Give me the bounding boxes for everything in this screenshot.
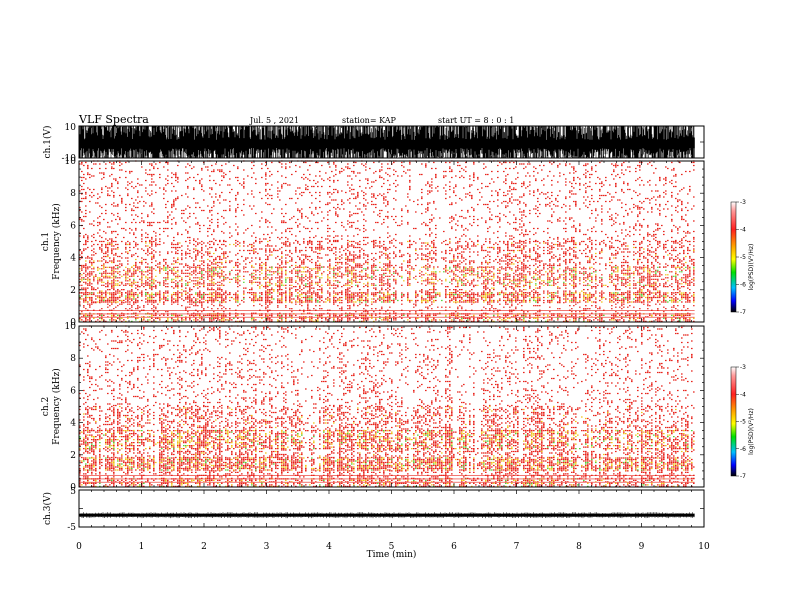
ch3-waveform-ylabel: ch.3(V): [42, 492, 53, 525]
x-tick-label: 8: [576, 542, 582, 552]
colorbar-tick-label: -6: [740, 282, 746, 289]
colorbar-label: log(PSD)(V²/Hz): [748, 244, 755, 291]
x-axis-label: Time (min): [367, 549, 417, 560]
ch1-spectrogram-ytick-label: 6: [70, 221, 76, 231]
x-tick-label: 7: [514, 542, 520, 552]
x-tick-label: 2: [201, 542, 207, 552]
start-ut-label: start UT = 8 : 0 : 1: [438, 116, 514, 125]
ch2-spectrogram-ytick-label: 0: [70, 483, 76, 493]
ch1-waveform-ytick: 10: [65, 123, 77, 133]
psd-yellow-cells: [79, 405, 695, 487]
colorbar-label: log(PSD)(V²/Hz): [748, 408, 755, 455]
ch1-spectrogram-ytick-label: 8: [70, 189, 76, 199]
ch2-spectrogram-ytick-label: 4: [70, 419, 76, 429]
psd-colorbar: [730, 366, 737, 477]
psd-yellow-cells: [79, 240, 695, 322]
ch1-waveform-trace: [78, 126, 695, 158]
psd-red-cells: [79, 160, 695, 322]
ch1-spectrogram-ytick-label: 4: [70, 254, 76, 264]
ch2-spectrogram-ytick-label: 8: [70, 354, 76, 364]
ch3-waveform-ytick: 5: [70, 487, 76, 497]
colorbar-tick-label: -4: [740, 391, 746, 398]
ch1-spectrogram-ytick-label: 0: [70, 318, 76, 328]
date-label: Jul. 5 , 2021: [249, 116, 299, 125]
x-tick-label: 5: [389, 542, 395, 552]
ch1-spectrogram-ylabel-frequency: Frequency (kHz): [51, 203, 62, 280]
x-tick-label: 4: [326, 542, 332, 552]
ch1-waveform-ytick: -10: [62, 154, 77, 164]
ch1-spectrogram-ytick-label: 2: [70, 286, 76, 296]
station-label: station= KAP: [342, 116, 397, 125]
ch1-waveform-ylabel: ch.1(V): [42, 126, 53, 159]
x-tick-label: 1: [139, 542, 145, 552]
colorbar-tick-label: -3: [740, 364, 746, 371]
x-tick-label: 0: [76, 542, 82, 552]
x-tick-label: 3: [264, 542, 270, 552]
x-tick-label: 9: [639, 542, 645, 552]
colorbar-tick-label: -5: [740, 419, 746, 426]
colorbar-tick-label: -7: [740, 473, 746, 480]
colorbar-tick-label: -3: [740, 199, 746, 206]
ch3-band: [79, 513, 695, 517]
ch1-spectrogram-cells: [79, 160, 695, 322]
x-tick-label: 10: [698, 542, 710, 552]
psd-colorbar: [730, 201, 737, 313]
ch2-spectrogram-cells: [79, 325, 695, 487]
colorbar-tick-label: -4: [740, 227, 746, 234]
colorbar-tick-label: -6: [740, 446, 746, 453]
ch2-spectrogram-ylabel-frequency: Frequency (kHz): [51, 368, 62, 445]
figure-title: VLF Spectra: [78, 113, 149, 126]
ch1-spectrogram-ytick-label: 10: [65, 157, 77, 167]
ch2-spectrogram-ytick-label: 10: [65, 322, 77, 332]
ch3-waveform-ytick: -5: [67, 523, 76, 533]
ch2-spectrogram-ylabel-channel: ch.2: [41, 397, 51, 416]
ch1-spectrogram-ylabel-channel: ch.1: [41, 232, 51, 251]
ch3-waveform-trace: [78, 512, 695, 519]
colorbar-tick-label: -5: [740, 254, 746, 261]
ch2-spectrogram-ytick-label: 2: [70, 451, 76, 461]
ch1-noise-path: [78, 126, 695, 158]
x-tick-label: 6: [451, 542, 457, 552]
ch2-spectrogram-ytick-label: 6: [70, 386, 76, 396]
colorbar-tick-label: -7: [740, 309, 746, 316]
ch3-waveform-frame: [78, 489, 705, 528]
